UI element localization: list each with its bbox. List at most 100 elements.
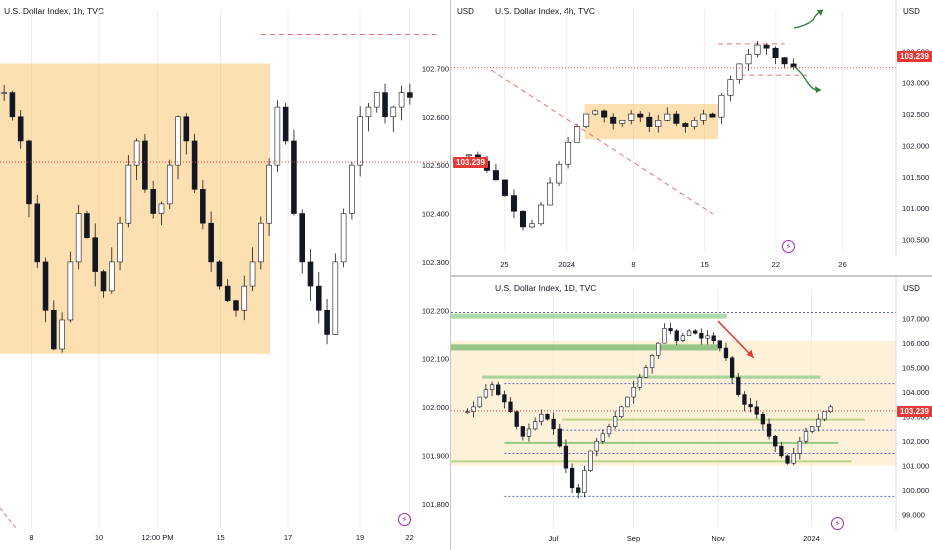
candle xyxy=(382,92,388,118)
candle xyxy=(637,377,642,388)
candle xyxy=(693,330,698,334)
candle xyxy=(779,445,784,457)
candle xyxy=(699,333,704,339)
candle xyxy=(547,182,554,206)
panel-divider-horizontal[interactable] xyxy=(451,275,932,277)
chart-canvas-4h[interactable]: 2520248152226103.500103.000102.500102.00… xyxy=(451,0,932,275)
arrow-head xyxy=(815,86,821,93)
x-tick-label: 8 xyxy=(631,260,635,269)
candle xyxy=(680,335,686,341)
arrow-head xyxy=(746,349,754,358)
lightning-icon[interactable]: ⚡ xyxy=(831,517,844,530)
candle xyxy=(588,450,593,471)
candle xyxy=(307,261,314,287)
support-zone xyxy=(451,344,718,351)
last-price-tag-1d: 103.239 xyxy=(897,406,932,417)
y-tick-label: 102.400 xyxy=(422,210,449,219)
candle xyxy=(233,300,239,311)
lightning-icon[interactable]: ⚡ xyxy=(398,513,411,526)
y-tick-label: 102.500 xyxy=(422,161,449,170)
candle xyxy=(340,213,347,263)
candle xyxy=(664,113,671,121)
candle xyxy=(9,92,16,118)
candle xyxy=(637,113,644,118)
lightning-icon[interactable]: ⚡ xyxy=(782,240,795,253)
candle xyxy=(175,116,181,166)
candle xyxy=(736,377,741,395)
x-tick-label: 17 xyxy=(284,533,292,542)
chart-canvas-1h[interactable]: 8 10 12:00 PM 15 17 19 22 102.700 102.600 102.500… xyxy=(0,0,450,550)
candle xyxy=(133,140,140,166)
candle xyxy=(26,140,32,205)
support-zone xyxy=(504,441,839,444)
y-tick-label: 102.000 xyxy=(902,141,929,150)
candle xyxy=(705,335,710,339)
candle xyxy=(502,394,507,403)
candle xyxy=(532,421,538,430)
candle xyxy=(711,335,716,341)
x-tick-label: 22 xyxy=(772,260,780,269)
candle xyxy=(545,413,550,420)
y-tick-label: 101.900 xyxy=(422,451,449,460)
chart-panel-1h[interactable]: U.S. Dollar Index, 1h, TVC 8 10 12:00 PM 15… xyxy=(0,0,450,550)
candle xyxy=(483,389,489,398)
y-tick-label: 102.200 xyxy=(422,306,449,315)
candle xyxy=(729,357,735,378)
y-tick-label: 102.300 xyxy=(422,258,449,267)
arrow-head xyxy=(817,10,823,16)
candle xyxy=(508,401,513,413)
candle xyxy=(773,435,778,447)
x-tick-label: 2024 xyxy=(803,534,820,543)
candle xyxy=(357,116,363,166)
candle xyxy=(183,116,190,142)
candle xyxy=(489,384,495,391)
x-tick-label: 26 xyxy=(838,260,846,269)
candle xyxy=(742,394,747,405)
candle xyxy=(556,163,563,184)
y-tick-label: 101.000 xyxy=(902,462,929,471)
x-tick-label: 12:00 PM xyxy=(141,533,173,542)
chart-panel-4h[interactable]: U.S. Dollar Index, 4h, TVC USD 25 2024 8 15… xyxy=(451,0,932,275)
candle xyxy=(816,418,821,427)
x-tick-label: 25 xyxy=(500,260,508,269)
y-tick-label: 104.000 xyxy=(902,388,929,397)
candle xyxy=(594,440,599,452)
candle xyxy=(84,213,90,239)
candle xyxy=(643,367,649,378)
x-tick-label: 22 xyxy=(405,533,413,542)
candle xyxy=(258,222,264,263)
candle xyxy=(538,204,545,225)
chart-panel-1d[interactable]: U.S. Dollar Index, 1D, TVC USD Jul Sep Nov… xyxy=(451,277,932,550)
candle xyxy=(191,140,198,190)
candle xyxy=(42,261,49,311)
candle xyxy=(291,140,297,214)
candle xyxy=(803,431,809,442)
candle xyxy=(828,406,833,413)
panel-divider-vertical[interactable] xyxy=(450,0,451,550)
chart-title: U.S. Dollar Index, 4h, TVC xyxy=(495,6,595,16)
candle xyxy=(700,113,707,121)
y-tick-label: 100.000 xyxy=(902,486,929,495)
y-tick-label: 102.000 xyxy=(902,437,929,446)
candle xyxy=(791,453,796,464)
candle xyxy=(216,261,223,287)
candle xyxy=(674,330,679,341)
candle xyxy=(772,47,779,58)
candle xyxy=(610,116,617,124)
candle xyxy=(790,63,797,68)
support-zone xyxy=(451,460,852,463)
candle xyxy=(625,396,630,408)
y-tick-label: 103.000 xyxy=(902,79,929,88)
candle xyxy=(166,164,173,205)
chart-canvas-1d[interactable]: Jul Sep Nov 2024 107.000 106.000 105.000 104.00… xyxy=(451,277,932,550)
candle xyxy=(526,428,532,437)
last-price-tag-1h: 103.239 xyxy=(453,157,488,168)
candle xyxy=(691,120,698,127)
candle xyxy=(398,92,405,108)
candle xyxy=(315,285,322,311)
candle xyxy=(760,413,766,425)
currency-label: USD xyxy=(457,7,474,16)
candle xyxy=(390,106,397,118)
candle xyxy=(606,426,612,435)
